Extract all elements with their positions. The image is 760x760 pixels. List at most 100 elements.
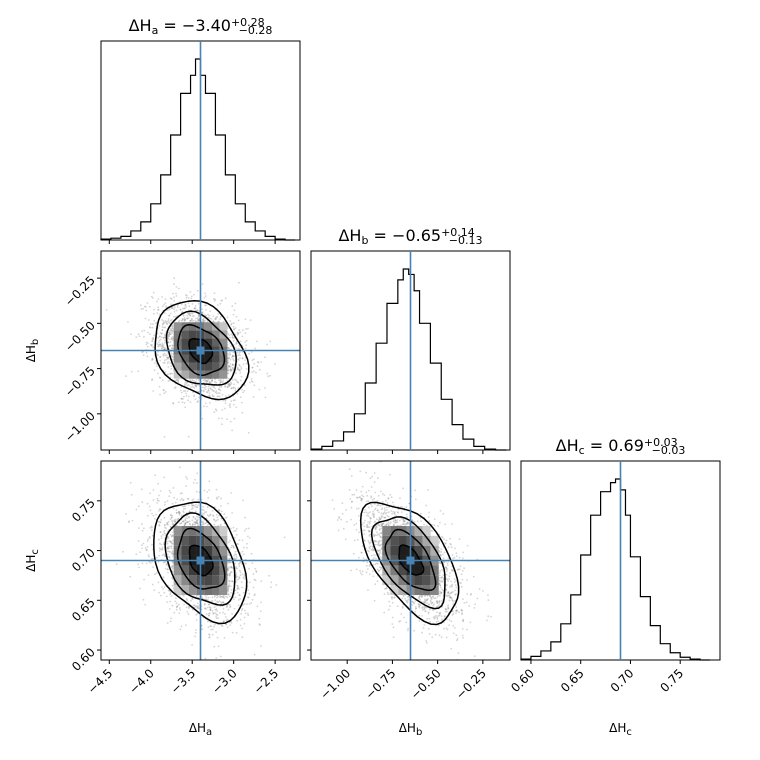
sample-point <box>171 577 174 580</box>
sample-point <box>253 578 256 581</box>
sample-point <box>189 320 192 322</box>
density-cell <box>211 585 220 595</box>
sample-point <box>193 504 195 507</box>
density-cell <box>219 370 228 379</box>
sample-point <box>211 379 214 381</box>
sample-point <box>243 622 246 625</box>
sample-point <box>145 351 148 354</box>
sample-point <box>406 522 409 524</box>
sample-point <box>231 366 234 369</box>
sample-point <box>232 325 235 328</box>
sample-point <box>163 336 166 339</box>
axes-frame <box>100 250 301 451</box>
sample-point <box>370 495 373 498</box>
sample-point <box>368 542 371 545</box>
sample-point <box>216 315 219 318</box>
sample-point <box>184 303 187 306</box>
sample-point <box>164 320 167 322</box>
sample-point <box>191 379 194 382</box>
sample-point <box>146 302 149 304</box>
sample-point <box>236 367 239 370</box>
sample-point <box>225 604 228 607</box>
sample-point <box>178 466 181 469</box>
sample-point <box>229 365 232 368</box>
sample-point <box>236 333 239 336</box>
sample-point <box>231 305 234 308</box>
sample-point <box>185 392 188 395</box>
sample-point <box>165 523 168 526</box>
sample-point <box>194 518 197 520</box>
sample-point <box>239 561 242 564</box>
sample-point <box>187 302 190 304</box>
sample-point <box>227 359 229 362</box>
sample-point <box>227 502 229 505</box>
sample-point <box>185 624 187 626</box>
sample-point <box>237 599 240 601</box>
sample-point <box>192 498 195 501</box>
sample-point <box>163 476 166 479</box>
sample-point <box>205 309 207 311</box>
sample-point <box>205 304 208 307</box>
sample-point <box>229 363 232 365</box>
sample-point <box>196 515 198 518</box>
sample-point <box>189 523 192 526</box>
sample-point <box>451 554 454 556</box>
sample-point <box>220 423 223 426</box>
sample-point <box>227 366 230 368</box>
sample-point <box>232 526 235 529</box>
sample-point <box>130 333 132 336</box>
sample-point <box>175 379 178 382</box>
sample-point <box>213 625 215 628</box>
sample-point <box>376 523 379 526</box>
sample-point <box>436 602 439 605</box>
sample-point <box>216 596 219 599</box>
sample-point <box>151 358 154 360</box>
sample-point <box>254 579 257 581</box>
sample-point <box>205 598 208 601</box>
sample-point <box>184 318 186 321</box>
sample-point <box>158 500 160 502</box>
sample-point <box>253 653 256 656</box>
sample-point <box>266 372 269 375</box>
sample-point <box>164 534 167 537</box>
sample-point <box>195 510 197 513</box>
sample-point <box>455 612 457 614</box>
sample-point <box>182 499 185 501</box>
sample-point <box>202 318 205 320</box>
sample-point <box>157 343 160 346</box>
sample-point <box>437 605 439 608</box>
sample-point <box>144 547 147 549</box>
sample-point <box>168 332 171 335</box>
sample-point <box>194 478 196 481</box>
sample-point <box>183 390 185 393</box>
sample-point <box>232 358 235 360</box>
sample-point <box>143 578 146 581</box>
sample-point <box>215 617 218 620</box>
sample-point <box>229 368 232 371</box>
sample-point <box>209 513 212 516</box>
sample-point <box>183 318 186 321</box>
sample-point <box>186 517 189 520</box>
sample-point <box>274 363 276 365</box>
sample-point <box>214 520 217 523</box>
sample-point <box>166 546 169 548</box>
sample-point <box>191 383 194 386</box>
sample-point <box>212 515 215 517</box>
sample-point <box>165 305 167 307</box>
density-cell <box>211 535 220 546</box>
sample-point <box>222 596 224 599</box>
sample-point <box>194 517 197 520</box>
sample-point <box>141 330 144 332</box>
sample-point <box>232 386 235 389</box>
sample-point <box>225 606 228 608</box>
sample-point <box>242 576 245 579</box>
sample-point <box>235 580 237 583</box>
sample-point <box>230 566 233 569</box>
sample-point <box>246 603 249 605</box>
sample-point <box>188 510 191 512</box>
sample-point <box>230 566 233 569</box>
sample-point <box>227 561 230 563</box>
sample-point <box>230 546 233 549</box>
sample-point <box>228 574 231 576</box>
sample-point <box>168 555 171 558</box>
